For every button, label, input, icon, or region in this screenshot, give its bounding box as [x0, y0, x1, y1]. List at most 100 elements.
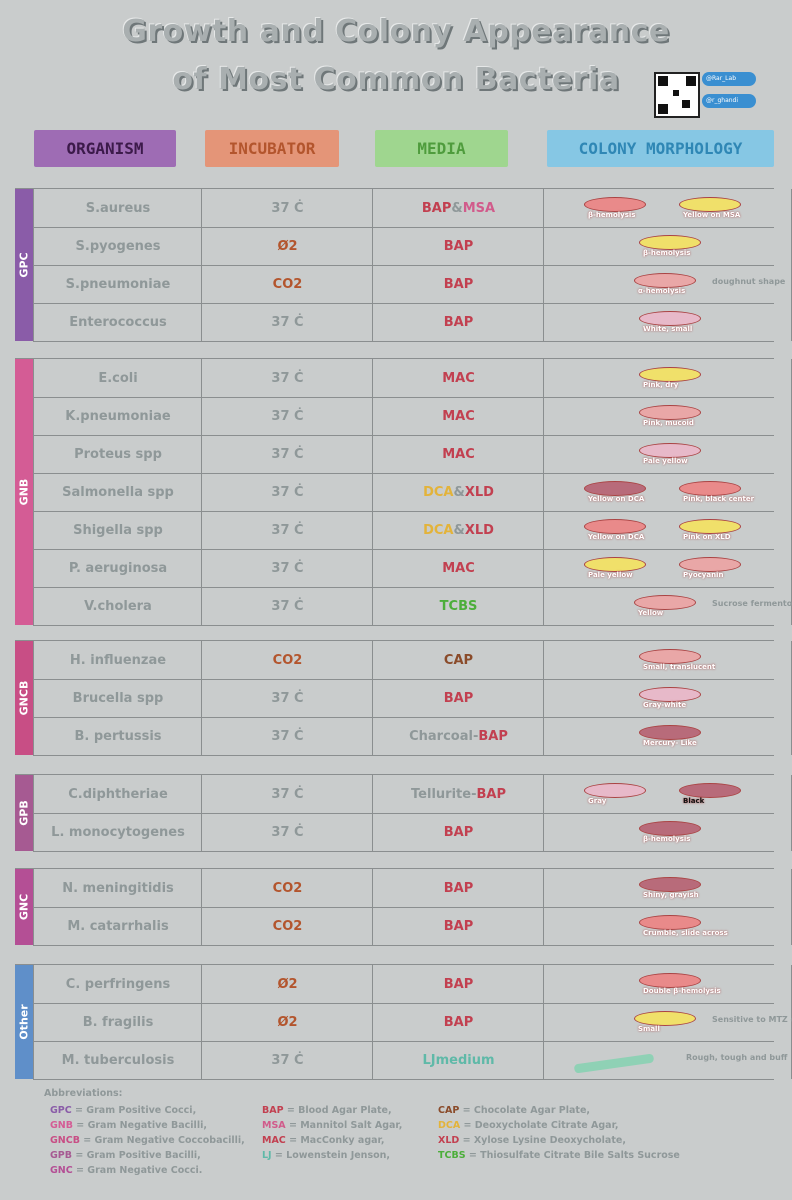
colony-label: Shiny, grayish: [643, 891, 699, 899]
header-media: MEDIA: [375, 130, 508, 167]
telegram-handle[interactable]: @Rar_Lab: [702, 72, 756, 86]
organism-cell: Salmonella spp: [33, 473, 202, 511]
incubator-cell: 37 Ċ: [201, 717, 373, 755]
colony-cell: Yellow on DCA Pink on XLD: [543, 511, 792, 549]
table-row: Brucella spp 37 Ċ BAP Gray-white: [33, 679, 792, 718]
twitter-handle[interactable]: @r_ghandi: [702, 94, 756, 108]
colony-label: Yellow on DCA: [588, 495, 645, 503]
organism-cell: E.coli: [33, 359, 202, 397]
colony-cell: β-hemolysis: [543, 813, 792, 851]
colony-label: Double β-hemolysis: [643, 987, 721, 995]
incubator-cell: 37 Ċ: [201, 549, 373, 587]
colony-label: Yellow on MSA: [683, 211, 741, 219]
incubator-cell: 37 Ċ: [201, 511, 373, 549]
colony-cell: Crumble, slide across: [543, 907, 792, 945]
incubator-cell: CO2: [201, 869, 373, 907]
table-row: Enterococcus 37 Ċ BAP White, small: [33, 303, 792, 342]
colony-label: Crumble, slide across: [643, 929, 728, 937]
header-colony-morphology: COLONY MORPHOLOGY: [547, 130, 774, 167]
colony-cell: β-hemolysis: [543, 227, 792, 265]
colony-label: Black: [683, 797, 705, 805]
colony-label: β-hemolysis: [588, 211, 636, 219]
abbreviations-heading: Abbreviations:: [44, 1088, 123, 1099]
incubator-cell: Ø2: [201, 227, 373, 265]
abbreviation-entry: MSA = Mannitol Salt Agar,: [262, 1120, 403, 1131]
abbreviation-entry: GPC = Gram Positive Cocci,: [50, 1105, 197, 1116]
group-label: GNC: [17, 893, 31, 921]
incubator-cell: 37 Ċ: [201, 359, 373, 397]
table-row: Shigella spp 37 Ċ DCA & XLD Yellow on DCA Pi…: [33, 511, 792, 550]
colony-cell: Small, translucent: [543, 641, 792, 679]
colony-label: Pink, dry: [643, 381, 679, 389]
agar-plate-icon: [584, 519, 646, 534]
abbreviation-entry: GNCB = Gram Negative Coccobacilli,: [50, 1135, 245, 1146]
table-row: S.aureus 37 Ċ BAP & MSA β-hemolysis Yellow o…: [33, 189, 792, 228]
colony-label: Pale yellow: [588, 571, 633, 579]
organism-cell: V.cholera: [33, 587, 202, 625]
colony-cell: Pink, dry: [543, 359, 792, 397]
table-row: E.coli 37 Ċ MAC Pink, dry: [33, 359, 792, 398]
table-row: C. perfringens Ø2 BAP Double β-hemolysis: [33, 965, 792, 1004]
agar-plate-icon: [639, 973, 701, 988]
organism-cell: P. aeruginosa: [33, 549, 202, 587]
abbreviation-entry: DCA = Deoxycholate Citrate Agar,: [438, 1120, 619, 1131]
colony-label: Gray: [588, 797, 607, 805]
organism-cell: Shigella spp: [33, 511, 202, 549]
colony-label: Pyocyanin: [683, 571, 724, 579]
colony-label: Yellow on DCA: [588, 533, 645, 541]
agar-plate-icon: [584, 783, 646, 798]
abbreviation-entry: LJ = Lowenstein Jenson,: [262, 1150, 390, 1161]
table-row: V.cholera 37 Ċ TCBS Yellow Sucrose fermentor: [33, 587, 792, 626]
colony-label: Small: [638, 1025, 660, 1033]
group-label: GNCB: [17, 680, 31, 716]
organism-cell: Proteus spp: [33, 435, 202, 473]
colony-label: Pale yellow: [643, 457, 688, 465]
group-label: Other: [17, 1004, 31, 1040]
incubator-cell: 37 Ċ: [201, 813, 373, 851]
group-label-tab: GPB: [15, 775, 33, 851]
group-label-tab: Other: [15, 965, 33, 1079]
group-gpb: GPB C.diphtheriae 37 Ċ Tellurite - BAP Gray Bl…: [15, 774, 792, 852]
table-row: P. aeruginosa 37 Ċ MAC Pale yellow Pyocyanin: [33, 549, 792, 588]
colony-cell: Yellow Sucrose fermentor: [543, 587, 792, 625]
lj-tube-icon: [573, 1053, 655, 1074]
incubator-cell: Ø2: [201, 1003, 373, 1041]
colony-cell: Gray-white: [543, 679, 792, 717]
colony-cell: Small Sensitive to MTZ disc: [543, 1003, 792, 1041]
header-incubator: INCUBATOR: [205, 130, 339, 167]
agar-plate-icon: [584, 481, 646, 496]
colony-label: β-hemolysis: [643, 835, 691, 843]
agar-plate-icon: [679, 557, 741, 572]
group-gnc: GNC N. meningitidis CO2 BAP Shiny, grayish M.…: [15, 868, 792, 946]
agar-plate-icon: [639, 877, 701, 892]
incubator-cell: 37 Ċ: [201, 473, 373, 511]
media-cell: BAP: [372, 227, 544, 265]
media-cell: MAC: [372, 549, 544, 587]
group-label: GPC: [17, 252, 31, 278]
table-row: L. monocytogenes 37 Ċ BAP β-hemolysis: [33, 813, 792, 852]
media-cell: BAP: [372, 813, 544, 851]
colony-note: Rough, tough and buff: [686, 1053, 788, 1062]
agar-plate-icon: [639, 443, 701, 458]
incubator-cell: 37 Ċ: [201, 587, 373, 625]
agar-plate-icon: [639, 649, 701, 664]
qr-code: [654, 72, 700, 118]
colony-cell: Gray Black: [543, 775, 792, 813]
abbreviation-entry: BAP = Blood Agar Plate,: [262, 1105, 392, 1116]
media-cell: TCBS: [372, 587, 544, 625]
incubator-cell: CO2: [201, 265, 373, 303]
agar-plate-icon: [679, 197, 741, 212]
table-row: Proteus spp 37 Ċ MAC Pale yellow: [33, 435, 792, 474]
media-cell: BAP: [372, 907, 544, 945]
colony-label: Pink, black center: [683, 495, 755, 503]
media-cell: BAP: [372, 303, 544, 341]
organism-cell: M. tuberculosis: [33, 1041, 202, 1079]
colony-cell: α-hemolysis doughnut shape: [543, 265, 792, 303]
table-row: H. influenzae CO2 CAP Small, translucent: [33, 641, 792, 680]
group-gnb: GNB E.coli 37 Ċ MAC Pink, dry K.pneumoniae 37 …: [15, 358, 792, 626]
agar-plate-icon: [639, 367, 701, 382]
colony-cell: Shiny, grayish: [543, 869, 792, 907]
abbreviation-entry: GPB = Gram Positive Bacilli,: [50, 1150, 201, 1161]
colony-label: Mercury- Like: [643, 739, 697, 747]
colony-label: Gray-white: [643, 701, 687, 709]
